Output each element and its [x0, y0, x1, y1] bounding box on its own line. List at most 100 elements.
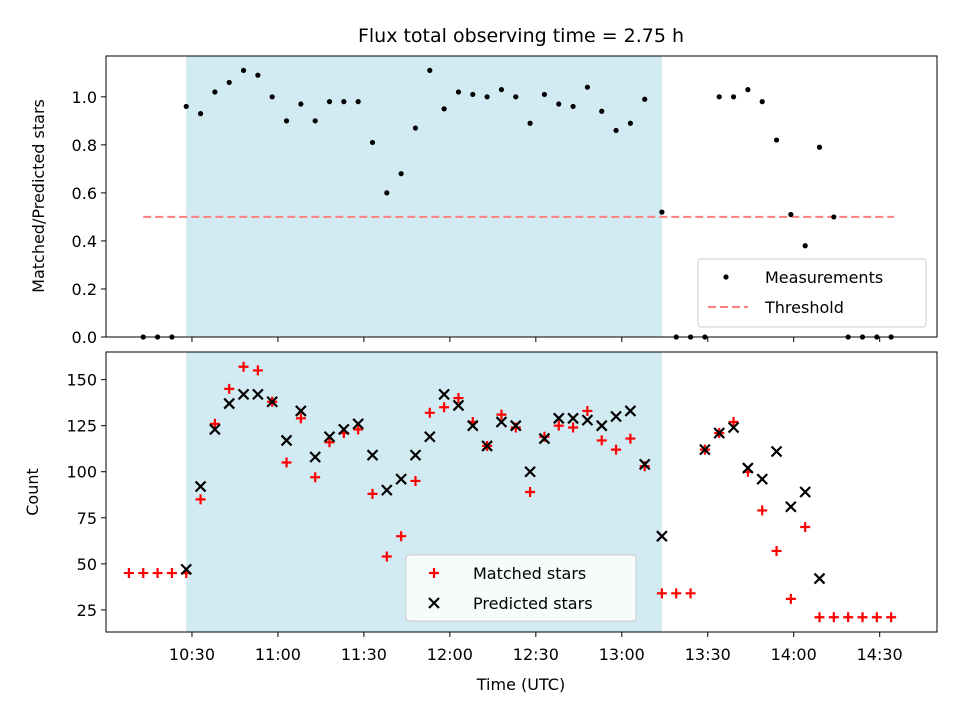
predicted-star-point [424, 430, 436, 443]
matched-star-point [238, 361, 249, 372]
matched-star-point [611, 444, 622, 455]
measurement-point [627, 120, 633, 126]
bottom-panel: 25 50 75 100 125 150 10:30 11:00 11:30 12:00 12:30… [66, 351, 938, 664]
predicted-star-point [481, 440, 493, 452]
y-tick-label: 75 [77, 509, 97, 528]
measurement-point [584, 84, 591, 90]
matched-star-point [525, 487, 536, 497]
matched-star-point [656, 588, 667, 599]
matched-star-point [353, 424, 364, 435]
matched-star-point [771, 545, 782, 556]
predicted-star-point [323, 430, 336, 443]
predicted-star-point [438, 388, 450, 401]
measurement-point [255, 72, 261, 78]
legend-box [405, 554, 637, 622]
measurement-point [745, 87, 751, 93]
predicted-star-point [713, 427, 725, 439]
predicted-star-point [266, 395, 278, 408]
matched-star-point [410, 475, 421, 486]
measurement-point [730, 94, 737, 100]
measurement-point [642, 96, 648, 102]
measurement-point [427, 67, 433, 74]
predicted-star-point [295, 405, 307, 417]
x-tick-label: 13:30 [685, 645, 731, 664]
y-tick-label: 0.2 [72, 280, 97, 299]
x-tick-label: 10:30 [169, 645, 215, 664]
plot-frame [105, 351, 938, 633]
predicted-star-point [180, 563, 193, 576]
y-tick-label: 25 [77, 601, 97, 620]
predicted-star-point [567, 412, 579, 425]
measurement-point [773, 137, 780, 143]
matched-star-point [224, 383, 235, 394]
predicted-star-point [638, 458, 651, 471]
matched-star-point [671, 588, 682, 599]
predicted-star-point [756, 473, 768, 485]
measurement-point [513, 94, 519, 100]
matched-star-point [886, 612, 897, 623]
legend-measurements-label: Measurements [765, 268, 883, 287]
matched-star-point [857, 612, 868, 623]
legend-measurement-marker [723, 274, 729, 280]
predicted-star-point [799, 486, 811, 498]
measurement-point [816, 144, 823, 150]
matched-star-point [596, 435, 607, 446]
predicted-star-point [409, 449, 422, 461]
predicted-star-point [309, 451, 321, 463]
matched-star-point [582, 405, 593, 416]
predicted-star-point [467, 419, 479, 432]
measurement-point [398, 171, 404, 177]
legend-threshold-label: Threshold [764, 298, 844, 317]
measurement-point [369, 139, 376, 146]
matched-star-point [843, 612, 854, 623]
predicted-star-point [770, 445, 783, 458]
x-tick-label: 11:30 [341, 645, 387, 664]
matched-star-point [828, 612, 839, 623]
matched-star-point [195, 494, 206, 505]
predicted-star-point [338, 423, 350, 436]
legend-predicted-marker [428, 597, 440, 609]
measurement-point [226, 79, 232, 86]
predicted-star-point [280, 434, 293, 447]
measurement-point [659, 209, 665, 215]
top-panel: 0.0 0.2 0.4 0.6 0.8 1.0 Measurements Threshold [72, 55, 938, 347]
predicted-star-point [699, 443, 711, 456]
predicted-star-point [381, 484, 393, 496]
matched-star-point [166, 568, 177, 579]
predicted-star-point [581, 414, 594, 426]
matched-star-point [871, 612, 882, 623]
bottom-y-axis-label: Count [23, 468, 42, 516]
predicted-star-point [352, 418, 364, 430]
matched-star-point [757, 505, 768, 516]
matched-star-point [281, 457, 292, 468]
predicted-star-point [395, 473, 407, 485]
matched-star-point [138, 568, 149, 579]
x-tick-label: 14:30 [857, 645, 903, 664]
y-tick-label: 150 [66, 371, 97, 390]
measurement-point [556, 101, 562, 107]
legend-matched-label: Matched stars [473, 564, 586, 583]
predicted-star-point [595, 419, 608, 432]
predicted-star-point [237, 388, 250, 401]
measurement-point [197, 111, 204, 117]
matched-star-point [123, 568, 134, 579]
legend-matched-marker [429, 568, 439, 578]
measurement-point [527, 120, 533, 126]
matched-star-point [568, 422, 579, 433]
matched-star-point [295, 413, 306, 424]
predicted-star-point [495, 416, 508, 428]
predicted-star-point [209, 423, 221, 436]
y-tick-label: 0.4 [72, 232, 97, 251]
measurement-point [341, 99, 347, 105]
measurement-point [613, 127, 619, 134]
predicted-star-point [194, 480, 207, 493]
matched-star-point [439, 402, 450, 413]
y-tick-label: 50 [77, 555, 97, 574]
predicted-star-point [524, 465, 536, 478]
matched-star-point [728, 417, 739, 427]
predicted-star-point [538, 432, 551, 445]
measurement-point [788, 211, 794, 218]
measurement-point [716, 94, 722, 100]
predicted-star-point [366, 449, 379, 461]
